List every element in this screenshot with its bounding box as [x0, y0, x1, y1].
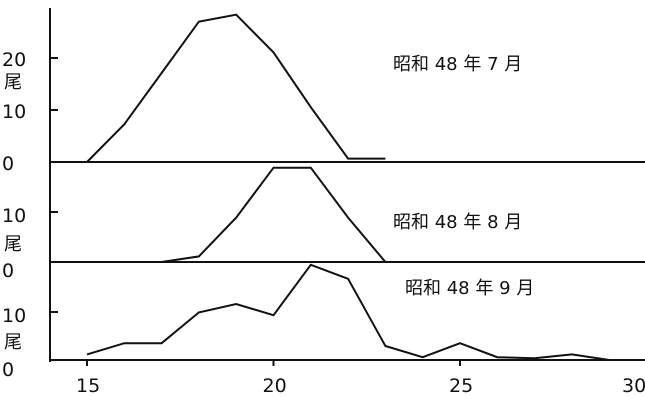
panel-title: 昭和 48 年 8 月 — [393, 212, 522, 233]
x-tick-label: 15 — [76, 375, 100, 397]
y-tick-label: 0 — [2, 260, 14, 282]
y-tick-label: 10 — [2, 205, 26, 227]
series-line-2 — [161, 166, 387, 263]
panel-2: 10 0 尾 昭和 48 年 8 月 — [2, 166, 645, 282]
y-tick-label: 10 — [2, 305, 26, 327]
x-tick-label: 30 — [622, 375, 645, 397]
x-tick-label: 20 — [263, 375, 287, 397]
x-tick-label: 25 — [449, 375, 473, 397]
y-unit-label: 尾 — [4, 72, 22, 93]
y-unit-label: 尾 — [4, 234, 22, 255]
panel-3: 10 0 尾 昭和 48 年 9 月 — [2, 263, 645, 381]
y-tick-label: 10 — [2, 101, 26, 123]
y-tick-label: 0 — [2, 153, 14, 175]
x-axis: 15 20 25 30 — [76, 360, 645, 397]
panel-1: 20 10 0 尾 昭和 48 年 7 月 — [2, 13, 645, 175]
panel-title: 昭和 48 年 9 月 — [405, 278, 534, 299]
panel-title: 昭和 48 年 7 月 — [393, 54, 522, 75]
y-tick-label: 20 — [2, 49, 26, 71]
y-tick-label: 0 — [2, 359, 14, 381]
series-line-1 — [86, 13, 386, 163]
y-unit-label: 尾 — [4, 332, 22, 353]
